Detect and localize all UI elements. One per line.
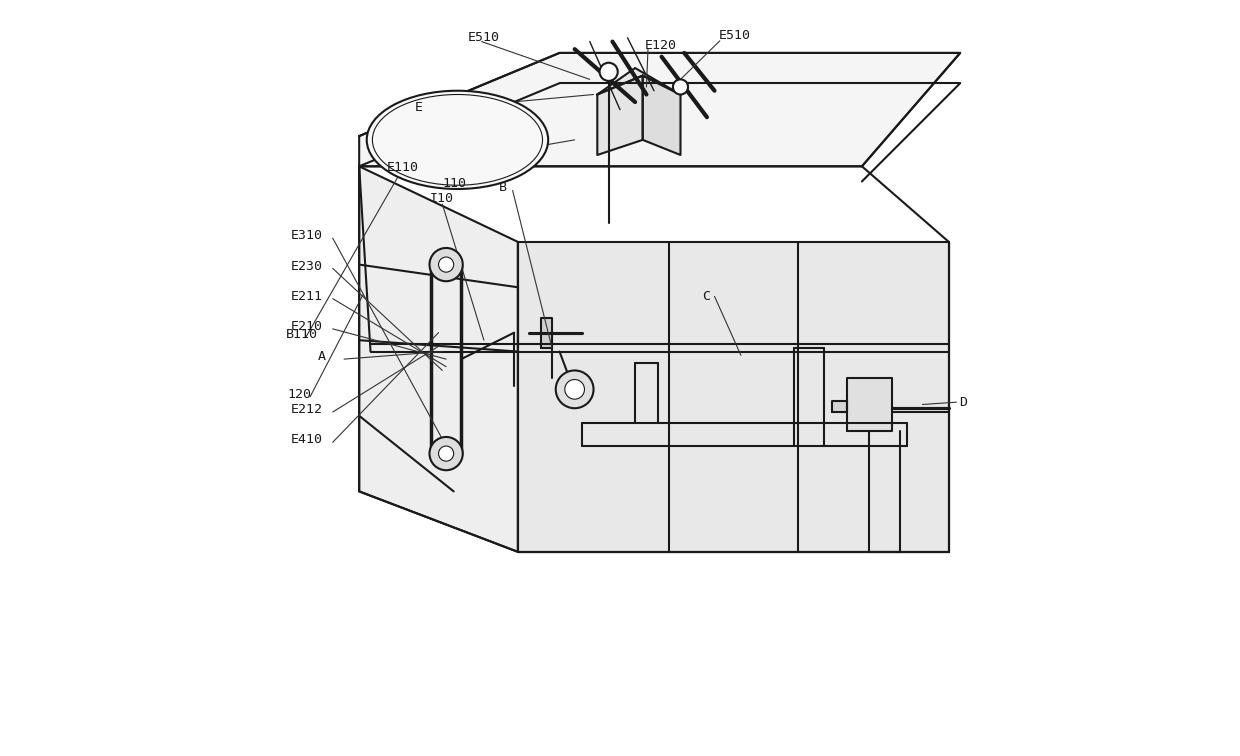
Text: E410: E410 xyxy=(291,433,324,447)
Text: E212: E212 xyxy=(291,403,324,417)
Polygon shape xyxy=(360,166,518,552)
Text: E211: E211 xyxy=(291,290,324,303)
Text: E: E xyxy=(414,101,423,114)
Circle shape xyxy=(429,437,463,470)
Text: D: D xyxy=(959,395,967,409)
Polygon shape xyxy=(360,53,960,166)
Text: 120: 120 xyxy=(288,388,311,401)
Polygon shape xyxy=(598,68,681,94)
Text: A: A xyxy=(317,350,326,364)
Text: E310: E310 xyxy=(291,229,324,243)
Polygon shape xyxy=(598,76,642,155)
Text: 110: 110 xyxy=(443,177,466,191)
Circle shape xyxy=(439,257,454,272)
Circle shape xyxy=(439,446,454,461)
Polygon shape xyxy=(847,378,892,431)
Text: B110: B110 xyxy=(286,327,317,341)
Text: E210: E210 xyxy=(291,320,324,333)
Polygon shape xyxy=(832,401,847,412)
Text: E110: E110 xyxy=(387,161,419,175)
Polygon shape xyxy=(518,242,949,552)
Text: C: C xyxy=(702,290,709,303)
Circle shape xyxy=(673,79,688,94)
Text: E510: E510 xyxy=(467,31,500,45)
Polygon shape xyxy=(642,76,681,155)
Polygon shape xyxy=(541,318,552,348)
Circle shape xyxy=(429,248,463,281)
Circle shape xyxy=(600,63,618,81)
Text: E120: E120 xyxy=(645,39,677,52)
Ellipse shape xyxy=(367,91,548,189)
Text: I10: I10 xyxy=(429,192,454,206)
Text: E510: E510 xyxy=(718,29,750,42)
Text: B: B xyxy=(498,181,507,194)
Text: E230: E230 xyxy=(291,259,324,273)
Circle shape xyxy=(556,370,594,408)
Circle shape xyxy=(564,380,584,399)
